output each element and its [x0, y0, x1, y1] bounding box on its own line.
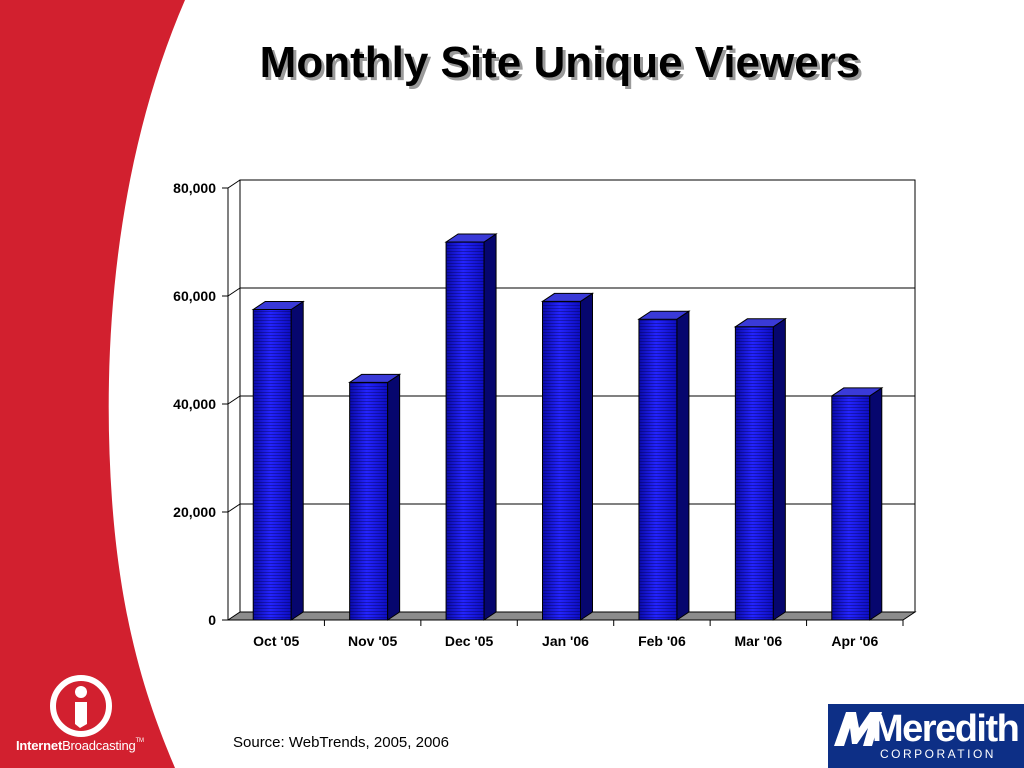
bar-top — [444, 233, 498, 243]
bar — [733, 317, 788, 621]
bar-front-stripes — [542, 301, 581, 620]
x-tick-label: Apr '06 — [831, 633, 878, 649]
x-tick-label: Feb '06 — [638, 633, 686, 649]
chart-bars — [251, 233, 884, 621]
bar-side — [580, 292, 593, 621]
source-note: Source: WebTrends, 2005, 2006 — [233, 734, 449, 751]
bar-top — [733, 318, 788, 328]
bar-side — [387, 373, 401, 621]
x-tick-label: Mar '06 — [735, 633, 783, 649]
bar-top — [347, 373, 402, 383]
internet-broadcasting-logo — [50, 675, 112, 737]
x-tick-label: Jan '06 — [542, 633, 589, 649]
y-tick-label: 20,000 — [173, 504, 216, 520]
gridline-depth — [227, 287, 241, 297]
bar-front-stripes — [831, 395, 870, 620]
bar-side — [676, 310, 690, 621]
bar-top — [830, 387, 884, 397]
gridline-depth — [227, 395, 241, 405]
y-tick-label: 0 — [208, 612, 216, 628]
gridline-depth — [227, 503, 241, 513]
bar-top — [637, 310, 691, 320]
bar-front-stripes — [735, 326, 774, 620]
bar-front-stripes — [253, 309, 292, 620]
bar-front-stripes — [349, 382, 388, 620]
y-tick-label: 60,000 — [173, 288, 216, 304]
y-tick-label: 80,000 — [173, 180, 216, 196]
slide-title: Monthly Site Unique Viewers — [259, 38, 861, 87]
x-tick-label: Dec '05 — [445, 633, 494, 649]
bar-front-stripes — [446, 242, 485, 620]
y-tick-label: 40,000 — [173, 396, 216, 412]
meredith-m-mark — [834, 712, 882, 746]
bar-top — [540, 292, 595, 302]
bar — [251, 300, 305, 621]
meredith-wordmark: Meredith — [872, 708, 1020, 750]
y-tick-labels: 0 20,000 40,000 60,000 80,000 — [173, 180, 216, 628]
bar — [637, 310, 691, 621]
meredith-logo: Meredith CORPORATION — [828, 704, 1024, 768]
bar-front-stripes — [638, 319, 677, 620]
bar — [540, 292, 595, 621]
bar — [444, 233, 498, 621]
bar-side — [869, 386, 883, 621]
x-tick-label: Nov '05 — [348, 633, 397, 649]
bar-side — [290, 300, 304, 621]
gridline-depth — [227, 179, 241, 189]
bar-top — [251, 301, 305, 310]
internet-broadcasting-wordmark: InternetBroadcastingTM — [16, 738, 144, 753]
bar — [830, 386, 884, 621]
bar-side — [772, 317, 786, 621]
x-tick-labels: Oct '05 Nov '05 Dec '05 Jan '06 Feb '06 Mar '… — [253, 633, 878, 649]
meredith-corporation-label: CORPORATION — [880, 747, 996, 761]
x-tick-label: Oct '05 — [253, 633, 299, 649]
bar — [347, 373, 402, 621]
bar-side — [483, 233, 497, 621]
